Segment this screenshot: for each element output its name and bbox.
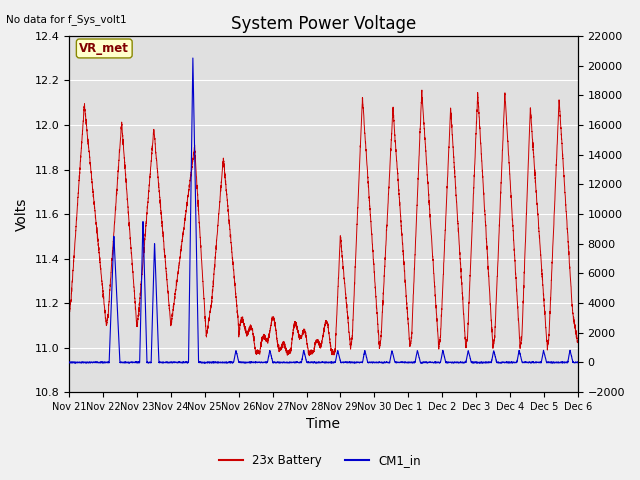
Text: No data for f_Sys_volt1: No data for f_Sys_volt1 [6,14,127,25]
Text: VR_met: VR_met [79,42,129,55]
Y-axis label: Volts: Volts [15,197,29,231]
X-axis label: Time: Time [307,418,340,432]
Title: System Power Voltage: System Power Voltage [231,15,416,33]
Legend: 23x Battery, CM1_in: 23x Battery, CM1_in [214,449,426,472]
